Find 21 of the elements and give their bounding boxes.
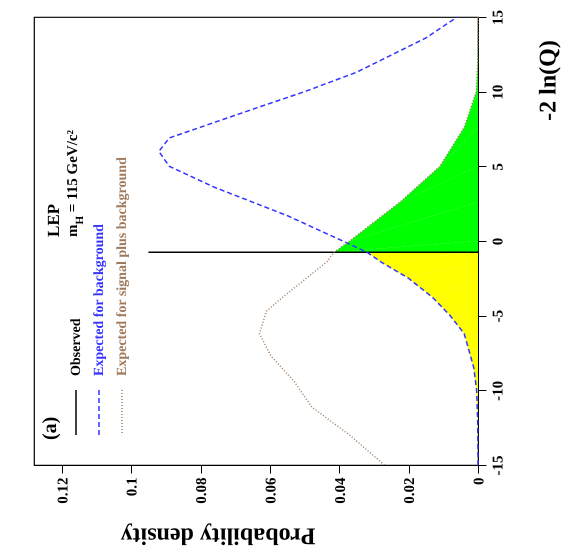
text: Expected for signal plus background: [115, 156, 130, 376]
annotation: LEP: [44, 204, 63, 237]
y-tick-label: 15: [490, 10, 506, 25]
y-tick-label: -5: [490, 310, 506, 322]
y-axis-title: -2 ln(Q): [536, 40, 562, 121]
annotation: (a): [38, 416, 61, 440]
text: Expected for background: [92, 224, 107, 376]
x-tick-label: 0.06: [263, 477, 280, 504]
x-tick-label: 0.1: [124, 478, 141, 496]
x-axis-title: Probability density: [120, 522, 316, 548]
text: Observed: [69, 318, 84, 376]
y-tick-label: -15: [490, 456, 506, 476]
x-tick-label: 0: [472, 478, 488, 485]
y-tick-label: -10: [490, 380, 506, 401]
x-tick-label: 0.12: [55, 478, 72, 504]
x-tick-label: 0.02: [402, 478, 418, 504]
y-tick-label: 0: [490, 238, 506, 246]
x-tick-label: 0.08: [194, 478, 210, 504]
y-tick-label: 5: [490, 163, 506, 171]
y-tick-label: 10: [490, 84, 506, 100]
x-tick-label: 0.04: [332, 477, 349, 504]
